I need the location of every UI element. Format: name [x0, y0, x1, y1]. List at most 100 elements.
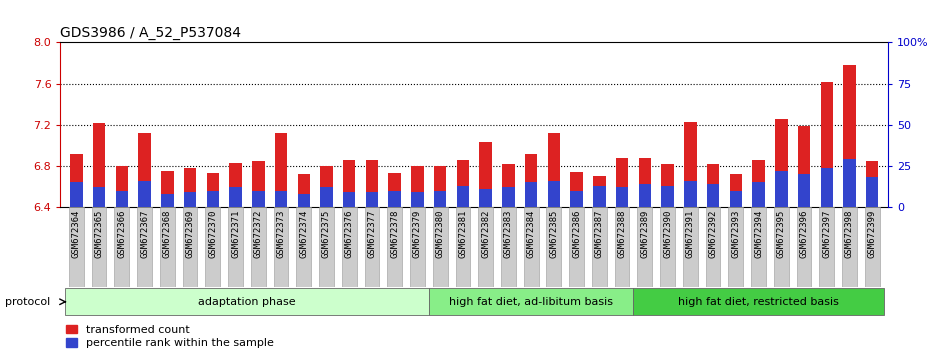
- FancyBboxPatch shape: [633, 288, 884, 315]
- Bar: [320, 166, 333, 207]
- Bar: [661, 186, 674, 207]
- Text: GSM672392: GSM672392: [709, 210, 718, 258]
- FancyBboxPatch shape: [251, 207, 266, 287]
- Bar: [639, 184, 651, 207]
- Text: GSM672375: GSM672375: [322, 210, 331, 258]
- Bar: [274, 133, 287, 207]
- Text: GSM672399: GSM672399: [868, 210, 877, 258]
- FancyBboxPatch shape: [615, 207, 630, 287]
- Bar: [593, 186, 605, 207]
- Bar: [548, 181, 560, 207]
- Legend: transformed count, percentile rank within the sample: transformed count, percentile rank withi…: [66, 325, 273, 348]
- FancyBboxPatch shape: [797, 207, 811, 287]
- Text: GSM672384: GSM672384: [526, 210, 536, 258]
- Bar: [866, 161, 879, 207]
- Bar: [206, 173, 219, 207]
- FancyBboxPatch shape: [410, 207, 425, 287]
- Text: GSM672372: GSM672372: [254, 210, 263, 258]
- Text: GSM672394: GSM672394: [754, 210, 763, 258]
- FancyBboxPatch shape: [819, 207, 834, 287]
- FancyBboxPatch shape: [501, 207, 516, 287]
- Bar: [548, 133, 560, 207]
- Bar: [616, 158, 629, 207]
- Text: GSM672379: GSM672379: [413, 210, 422, 258]
- Bar: [457, 186, 469, 207]
- Bar: [820, 81, 833, 207]
- Bar: [206, 190, 219, 207]
- Text: GSM672364: GSM672364: [72, 210, 81, 258]
- Bar: [411, 192, 424, 207]
- Bar: [707, 184, 719, 207]
- Bar: [684, 122, 697, 207]
- Bar: [93, 187, 105, 207]
- Text: GSM672374: GSM672374: [299, 210, 308, 258]
- Bar: [70, 182, 83, 207]
- Bar: [365, 192, 379, 207]
- Bar: [434, 166, 446, 207]
- Bar: [389, 173, 401, 207]
- Bar: [115, 190, 128, 207]
- Text: GSM672370: GSM672370: [208, 210, 218, 258]
- Text: GSM672368: GSM672368: [163, 210, 172, 258]
- FancyBboxPatch shape: [637, 207, 652, 287]
- FancyBboxPatch shape: [114, 207, 129, 287]
- Text: GSM672395: GSM672395: [777, 210, 786, 258]
- Text: GSM672393: GSM672393: [731, 210, 740, 258]
- Text: GSM672388: GSM672388: [618, 210, 627, 258]
- Bar: [798, 174, 810, 207]
- Bar: [298, 174, 310, 207]
- Bar: [616, 187, 629, 207]
- Text: GSM672397: GSM672397: [822, 210, 831, 258]
- FancyBboxPatch shape: [206, 207, 220, 287]
- Bar: [161, 194, 174, 207]
- Text: GSM672366: GSM672366: [117, 210, 126, 258]
- FancyBboxPatch shape: [706, 207, 721, 287]
- Text: GSM672376: GSM672376: [345, 210, 353, 258]
- Bar: [411, 166, 424, 207]
- FancyBboxPatch shape: [160, 207, 175, 287]
- Bar: [502, 187, 514, 207]
- Text: GSM672387: GSM672387: [595, 210, 604, 258]
- FancyBboxPatch shape: [365, 207, 379, 287]
- FancyBboxPatch shape: [228, 207, 243, 287]
- Text: GSM672398: GSM672398: [845, 210, 854, 258]
- Bar: [570, 172, 583, 207]
- Bar: [661, 164, 674, 207]
- Bar: [480, 189, 492, 207]
- Bar: [230, 163, 242, 207]
- Bar: [93, 123, 105, 207]
- Bar: [298, 194, 310, 207]
- Text: GSM672386: GSM672386: [572, 210, 581, 258]
- Bar: [639, 158, 651, 207]
- Text: GSM672367: GSM672367: [140, 210, 149, 258]
- FancyBboxPatch shape: [865, 207, 880, 287]
- Bar: [525, 154, 538, 207]
- Bar: [343, 192, 355, 207]
- Bar: [525, 182, 538, 207]
- Bar: [389, 190, 401, 207]
- FancyBboxPatch shape: [387, 207, 402, 287]
- FancyBboxPatch shape: [65, 288, 429, 315]
- Bar: [457, 160, 469, 207]
- FancyBboxPatch shape: [842, 207, 857, 287]
- Text: GSM672371: GSM672371: [231, 210, 240, 258]
- Text: GSM672383: GSM672383: [504, 210, 513, 258]
- FancyBboxPatch shape: [774, 207, 789, 287]
- FancyBboxPatch shape: [69, 207, 84, 287]
- FancyBboxPatch shape: [273, 207, 288, 287]
- Bar: [502, 164, 514, 207]
- FancyBboxPatch shape: [728, 207, 743, 287]
- Bar: [729, 174, 742, 207]
- Bar: [684, 181, 697, 207]
- Bar: [139, 181, 151, 207]
- Text: GSM672377: GSM672377: [367, 210, 377, 258]
- Bar: [161, 171, 174, 207]
- Bar: [320, 187, 333, 207]
- FancyBboxPatch shape: [342, 207, 356, 287]
- Text: GSM672381: GSM672381: [458, 210, 468, 258]
- Bar: [252, 190, 264, 207]
- Bar: [866, 177, 879, 207]
- Bar: [70, 154, 83, 207]
- FancyBboxPatch shape: [478, 207, 493, 287]
- Bar: [844, 65, 856, 207]
